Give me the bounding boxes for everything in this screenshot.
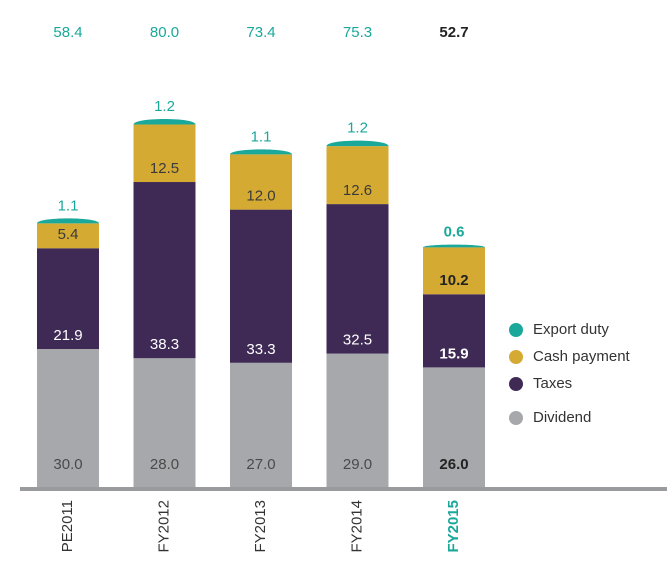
value-label: 26.0	[439, 456, 468, 473]
value-label: 0.6	[444, 224, 465, 241]
total-label: 52.7	[439, 24, 468, 41]
bar-segment	[423, 247, 485, 295]
bar-cap	[37, 218, 99, 224]
x-tick-label: FY2015	[445, 500, 462, 553]
bar-segment	[230, 362, 292, 487]
value-label: 12.0	[246, 188, 275, 205]
legend-marker	[509, 377, 523, 391]
total-label: 75.3	[343, 24, 372, 41]
bar-segment	[423, 294, 485, 368]
bar-segment	[37, 349, 99, 487]
bar-cap	[133, 119, 196, 125]
bar-segment	[326, 204, 389, 354]
legend-marker	[509, 411, 523, 425]
value-label: 33.3	[246, 341, 275, 358]
value-label: 1.1	[251, 128, 272, 145]
value-label: 1.2	[347, 120, 368, 137]
value-label: 30.0	[53, 456, 82, 473]
bar-segment	[133, 124, 196, 183]
bar-segment	[230, 209, 292, 363]
value-label: 12.6	[343, 182, 372, 199]
legend-label: Dividend	[533, 409, 591, 426]
legend-marker	[509, 350, 523, 364]
bar-cap	[326, 140, 389, 147]
value-label: 1.1	[58, 197, 79, 214]
x-tick-label: FY2014	[348, 500, 365, 553]
legend-label: Export duty	[533, 321, 609, 338]
total-label: 73.4	[246, 24, 275, 41]
x-tick-label: FY2012	[155, 500, 172, 553]
bar-segment	[133, 358, 196, 487]
bar-cap	[230, 149, 292, 155]
value-label: 27.0	[246, 456, 275, 473]
legend-label: Taxes	[533, 375, 572, 392]
bar-segment	[133, 182, 196, 359]
total-label: 58.4	[53, 24, 82, 41]
bar-cap	[423, 244, 485, 248]
bar-segment	[37, 248, 99, 349]
value-label: 28.0	[150, 456, 179, 473]
bar-segment	[326, 353, 389, 487]
x-tick-label: FY2013	[252, 500, 269, 553]
value-label: 21.9	[53, 327, 82, 344]
bar-segment	[423, 367, 485, 487]
legend-label: Cash payment	[533, 348, 631, 365]
value-label: 5.4	[58, 226, 79, 243]
value-label: 15.9	[439, 345, 468, 362]
value-label: 12.5	[150, 160, 179, 177]
value-label: 29.0	[343, 456, 372, 473]
value-label: 10.2	[439, 272, 468, 289]
bar-segment	[326, 146, 389, 205]
value-label: 32.5	[343, 332, 372, 349]
x-tick-label: PE2011	[59, 500, 76, 552]
value-label: 38.3	[150, 336, 179, 353]
bar-segment	[37, 223, 99, 249]
bar-segment	[230, 154, 292, 210]
legend-marker	[509, 323, 523, 337]
total-label: 80.0	[150, 24, 179, 41]
value-label: 1.2	[154, 98, 175, 115]
